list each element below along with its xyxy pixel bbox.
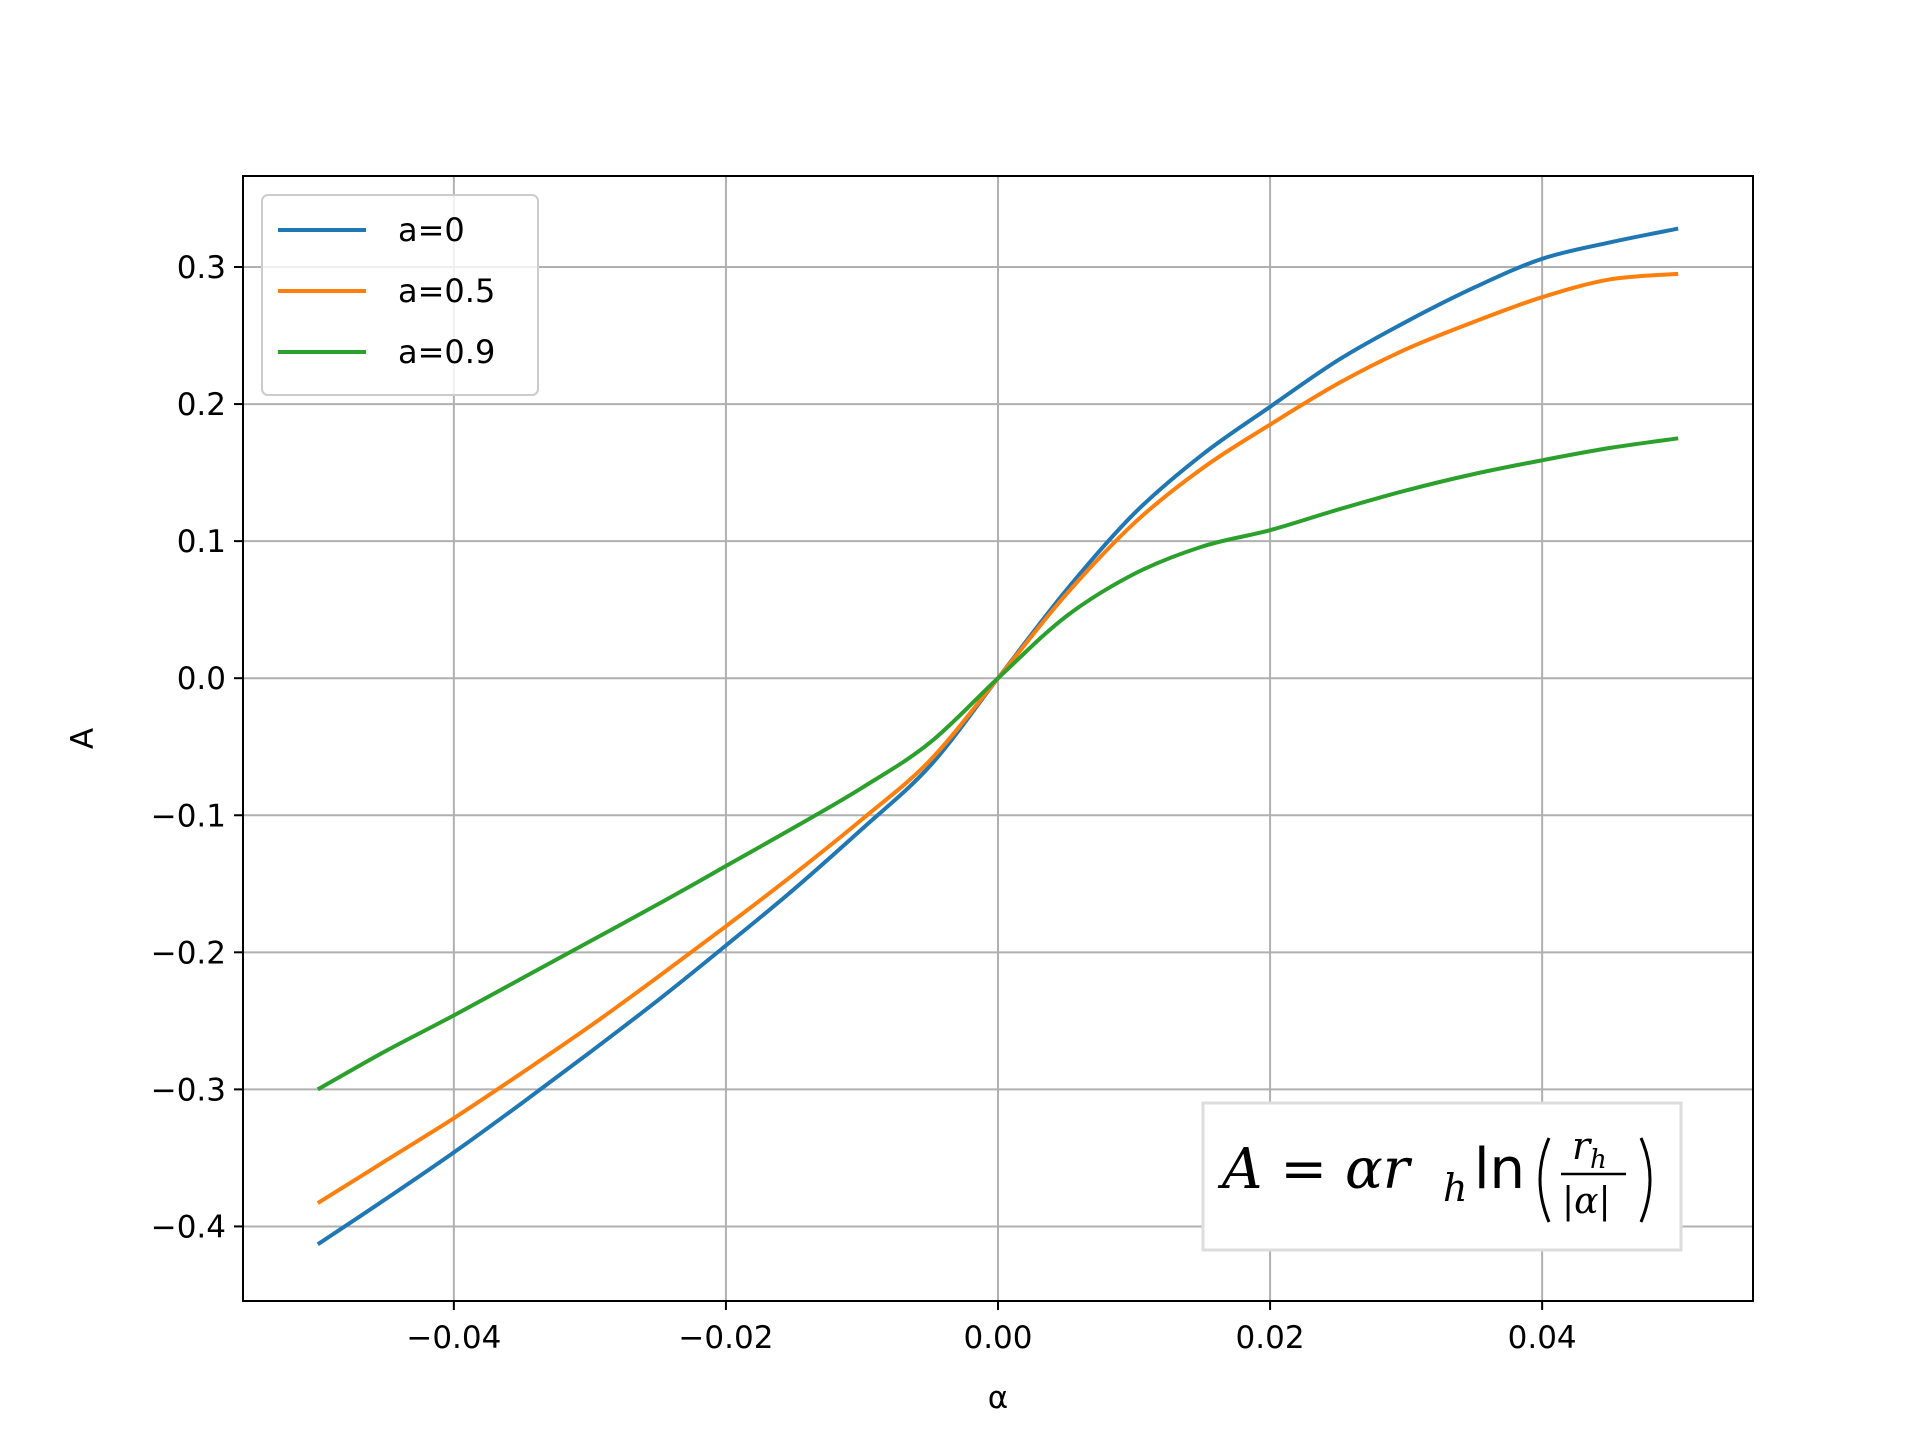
- y-tick-label: 0.2: [177, 387, 226, 423]
- y-tick-label: 0.3: [177, 250, 226, 286]
- y-tick-label: 0.1: [177, 524, 226, 560]
- legend-box: [261, 194, 539, 396]
- formula-annotation: A = αr h ln r h|α|: [1201, 1101, 1683, 1252]
- series-line-3: [316, 436, 1679, 1092]
- x-tick-label: −0.04: [406, 1320, 501, 1356]
- x-tick-label: −0.02: [678, 1320, 773, 1356]
- formula-subscript: h: [1443, 1166, 1467, 1210]
- formula-denominator: |α|: [1562, 1181, 1611, 1222]
- formula-main: A = αr: [1217, 1137, 1413, 1202]
- formula-numerator: r: [1572, 1124, 1593, 1168]
- x-axis-ticks: −0.04 −0.02 0.00 0.02 0.04: [406, 1301, 1577, 1356]
- legend-label-1: a=0: [398, 211, 465, 249]
- y-tick-label: −0.3: [151, 1072, 226, 1108]
- y-tick-label: −0.2: [151, 935, 226, 971]
- y-axis-label: A: [65, 728, 101, 749]
- y-axis-ticks: −0.4 −0.3 −0.2 −0.1 0.0 0.1 0.2 0.3: [151, 250, 243, 1245]
- legend: a=0 a=0.5 a=0.9: [261, 194, 539, 396]
- formula-ln: ln: [1474, 1137, 1525, 1202]
- formula-numerator-subscript: h: [1590, 1145, 1607, 1175]
- formula-left-paren: [1538, 1137, 1551, 1223]
- y-tick-label: 0.0: [177, 661, 226, 697]
- x-tick-label: 0.00: [963, 1320, 1032, 1356]
- formula-right-paren: [1639, 1137, 1652, 1223]
- y-tick-label: −0.4: [151, 1209, 226, 1245]
- formula-box: [1201, 1101, 1683, 1252]
- legend-label-2: a=0.5: [398, 272, 495, 310]
- series-layer: [316, 226, 1679, 1246]
- x-axis-label: α: [988, 1380, 1008, 1416]
- x-tick-label: 0.02: [1236, 1320, 1305, 1356]
- x-tick-label: 0.04: [1508, 1320, 1577, 1356]
- legend-label-3: a=0.9: [398, 333, 495, 371]
- y-tick-label: −0.1: [151, 798, 226, 834]
